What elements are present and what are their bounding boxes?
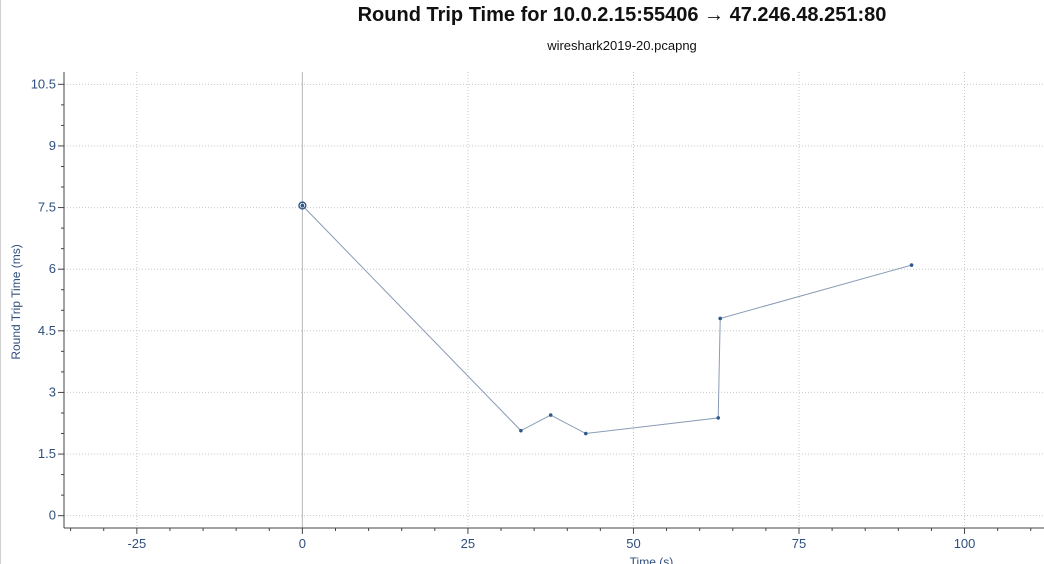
y-tick-label: 0 xyxy=(49,508,56,523)
chart-subtitle: wireshark2019-20.pcapng xyxy=(547,38,697,53)
data-point xyxy=(716,416,721,420)
x-tick-label: -25 xyxy=(127,536,146,551)
selected-point-marker xyxy=(298,201,307,210)
y-tick-label: 1.5 xyxy=(38,446,56,461)
y-tick-label: 10.5 xyxy=(31,76,56,91)
y-tick-label: 7.5 xyxy=(38,200,56,215)
window-left-edge xyxy=(0,0,1,564)
data-points xyxy=(298,201,914,436)
grid xyxy=(64,72,1044,528)
x-axis-label: Time (s) xyxy=(630,555,674,564)
axes: -25 0 25 50 75 100 0 1.5 3 4.5 6 7.5 9 10.5 xyxy=(31,72,1044,551)
y-axis-label: Round Trip Time (ms) xyxy=(9,244,23,359)
x-tick-label: 50 xyxy=(626,536,640,551)
y-tick-label: 3 xyxy=(49,384,56,399)
rtt-series-line xyxy=(302,205,912,435)
x-tick-label: 75 xyxy=(792,536,806,551)
data-point xyxy=(909,263,914,267)
data-point xyxy=(519,428,523,433)
y-tick-label: 4.5 xyxy=(38,323,56,338)
data-point xyxy=(300,203,305,208)
data-point xyxy=(718,316,723,321)
x-tick-label: 0 xyxy=(299,536,306,551)
data-point xyxy=(583,431,588,436)
chart-title: Round Trip Time for 10.0.2.15:55406 → 47… xyxy=(357,4,887,26)
x-tick-label: 100 xyxy=(954,536,976,551)
y-tick-label: 9 xyxy=(49,138,56,153)
data-point xyxy=(548,413,553,417)
y-tick-label: 6 xyxy=(49,261,56,276)
x-tick-label: 25 xyxy=(461,536,475,551)
